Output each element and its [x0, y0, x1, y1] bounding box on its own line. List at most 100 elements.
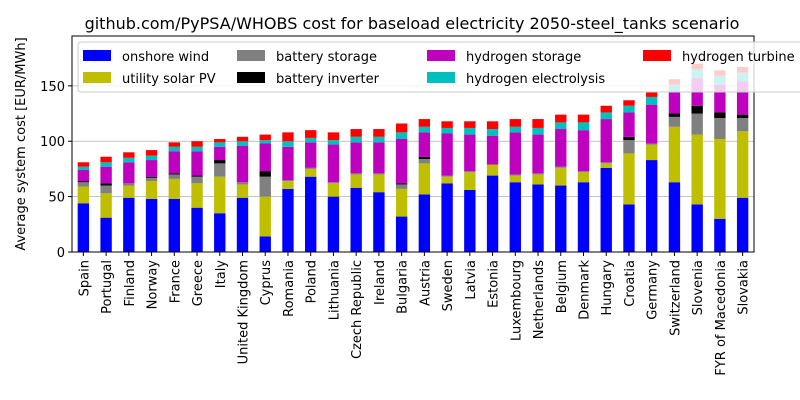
bar-segment [532, 119, 544, 128]
bar-segment [577, 171, 590, 173]
bar-segment [532, 127, 544, 135]
x-tick-label: Czech Republic [350, 260, 365, 359]
bar-segment [600, 167, 612, 252]
bar-segment [350, 129, 362, 137]
bar-segment [395, 132, 408, 140]
bar-segment [509, 182, 521, 252]
bar-segment [418, 163, 431, 195]
plot-frame [71, 35, 755, 253]
bar-segment [214, 213, 226, 252]
bar-segment [441, 176, 453, 184]
bar-segment [214, 139, 226, 143]
x-tick-label: FYR of Macedonia [714, 260, 729, 376]
legend-label: hydrogen storage [466, 50, 581, 65]
bar-segment [168, 142, 180, 147]
bar-segment [282, 146, 294, 180]
bar-segment [123, 197, 135, 252]
y-axis-label: Average system cost [EUR/MWh] [14, 37, 29, 250]
bar-segment [532, 173, 544, 175]
bar-segment [600, 105, 612, 113]
bar-segment [668, 92, 681, 114]
bar-segment [418, 119, 431, 127]
bar-segment [691, 204, 703, 252]
legend-swatch [83, 72, 111, 83]
y-tick-label: 50 [48, 191, 65, 206]
bar-segment [395, 216, 408, 252]
bar-segment [168, 146, 180, 152]
x-tick-label: Poland [305, 260, 320, 303]
bar-segment [395, 139, 408, 184]
bar-segment [691, 113, 703, 135]
bar-segment [577, 172, 590, 183]
bar-segment [305, 167, 317, 169]
x-tick-label: Switzerland [668, 260, 683, 336]
bar-segment [145, 176, 158, 178]
legend-label: battery storage [276, 50, 377, 65]
legend-swatch [237, 50, 265, 61]
bar-segment [305, 176, 317, 252]
bar-segment [305, 137, 317, 143]
bar-segment [282, 188, 294, 252]
bar-segment [623, 204, 635, 252]
bar-segment [236, 182, 249, 185]
bar-segment [214, 142, 226, 147]
bar-segment [100, 183, 112, 186]
bar-segment [373, 142, 385, 174]
x-tick-label: Denmark [578, 260, 593, 320]
bar-segment [191, 175, 203, 177]
bar-segment [395, 184, 408, 189]
x-tick-label: Germany [646, 260, 661, 320]
bar-segment [259, 196, 271, 237]
bar-segment [145, 181, 158, 199]
bar-segment [623, 136, 635, 141]
bar-segment [100, 156, 112, 163]
bar-segment [646, 91, 658, 97]
chart-title: github.com/PyPSA/WHOBS cost for baseload… [85, 14, 740, 34]
bar-segment [145, 177, 158, 182]
bar-segment [214, 160, 226, 164]
bar-segment [464, 171, 476, 173]
bar-segment [464, 121, 476, 128]
bar-segment [305, 142, 317, 168]
bar-segment [395, 123, 408, 133]
legend: onshore wind utility solar PV battery stor… [77, 41, 800, 93]
bar-segment [646, 104, 658, 144]
bar-segment [168, 151, 180, 174]
bar-segment [486, 175, 499, 252]
bar-segment [327, 182, 340, 184]
bar-segment [327, 132, 340, 141]
bar-segment [145, 150, 158, 156]
x-tick-label: Slovenia [691, 260, 706, 315]
bar-segment [532, 184, 544, 252]
y-tick-label: 100 [40, 135, 65, 150]
bar-segment [441, 127, 453, 134]
bar-segment [486, 121, 499, 130]
bar-segment [123, 183, 135, 186]
x-tick-label: Portugal [100, 260, 115, 314]
bar-segment [646, 143, 658, 145]
bar-segment [555, 114, 567, 123]
bar-segment [532, 174, 544, 185]
bar-segment [191, 141, 203, 147]
bar-segment [145, 198, 158, 252]
bar-segment [646, 144, 658, 161]
bar-segment [259, 134, 271, 141]
bar-segment [691, 134, 703, 205]
x-tick-label: Luxembourg [509, 260, 524, 341]
bar-segment [441, 183, 453, 252]
bar-segment [77, 182, 90, 187]
bar-segment [509, 126, 521, 133]
legend-swatch [237, 72, 265, 83]
bar-segment [350, 142, 362, 174]
bar-segment [259, 176, 271, 197]
bar-segment [191, 151, 203, 176]
x-tick-label: Estonia [487, 260, 502, 308]
bar-segment [555, 129, 567, 167]
bar-segment [464, 127, 476, 135]
bar-segment [736, 114, 749, 118]
bar-segment [100, 217, 112, 252]
y-tick-label: 150 [40, 80, 65, 95]
bar-segment [259, 171, 271, 177]
bar-segment [373, 173, 385, 175]
bar-segment [441, 175, 453, 177]
